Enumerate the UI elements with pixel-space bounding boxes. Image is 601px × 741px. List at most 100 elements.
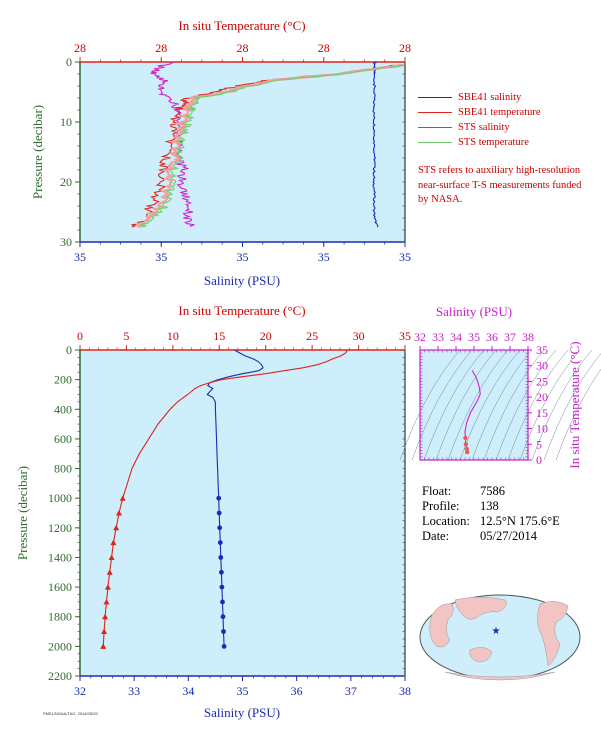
float-location-marker: ★ [492,626,501,637]
legend-item-sts-salinity: STS salinity [418,120,541,135]
info-profile-row: Profile: 138 [422,499,560,514]
salinity-point-marker [219,569,224,575]
bottom-sal-tick-label: 32 [74,684,86,698]
legend-item-sts-temperature: STS temperature [418,135,541,150]
ts-density-contours [399,349,601,461]
temperature-point-marker [116,510,122,516]
density-contour-line [495,349,557,461]
density-contour-line [435,349,497,461]
legend-swatch [418,112,452,113]
salinity-point-marker [219,584,225,590]
sts-temperature-shadow-line [136,63,401,229]
bottom-temp-tick-label: 25 [306,329,318,343]
bottom-line-temperature [102,349,348,647]
bottom-pressure-tick-label: 200 [54,373,72,387]
top-pressure-axis-title: Pressure (decibar) [30,105,45,199]
density-contour-line [507,349,569,461]
info-label: Profile: [422,499,460,513]
info-value: 05/27/2014 [480,529,537,543]
density-contour-line [543,353,601,461]
bottom-pressure-tick-label: 1000 [48,491,72,505]
density-contour-line [483,349,545,461]
info-float-row: Float: 7586 [422,484,560,499]
ts-plot-area [419,349,529,461]
salinity-point-marker [216,510,222,516]
salinity-point-marker [218,555,224,560]
salinity-point-marker [220,599,225,605]
bottom-sal-tick-label: 38 [399,684,411,698]
salinity-point-marker [217,525,223,531]
density-contour-line [555,368,601,461]
bottom-temp-axis-title: In situ Temperature (°C) [178,303,305,318]
info-value: 138 [480,499,499,513]
bottom-pressure-tick-label: 1400 [48,550,72,564]
bottom-temp-tick-label: 0 [77,329,83,343]
temperature-point-marker [102,613,109,620]
ts-series [463,370,481,455]
top-pressure-tick-label: 30 [60,235,72,249]
legend-label: STS temperature [458,137,529,148]
info-location-row: Location: 12.5°N 175.6°E [422,514,560,529]
bottom-sal-tick-label: 35 [237,684,249,698]
top-pressure-tick-label: 0 [66,55,72,69]
bottom-pressure-tick-label: 600 [54,432,72,446]
info-label: Location: [422,514,470,528]
bottom-pressure-tick-label: 2000 [48,639,72,653]
legend-swatch [418,97,452,98]
bottom-temp-tick-label: 15 [213,329,225,343]
temperature-point-marker [110,539,117,546]
bottom-temp-tick-label: 10 [167,329,179,343]
temperature-point-marker [119,495,126,501]
temperature-point-marker [104,584,111,590]
top-sal-tick-label: 35 [155,250,167,264]
info-value: 12.5°N 175.6°E [480,514,560,528]
bottom-sal-tick-label: 36 [291,684,303,698]
salinity-point-marker [217,540,223,545]
ts-temp-tick-label: 25 [536,374,548,388]
ts-sal-tick-label: 32 [414,330,426,344]
temperature-point-marker [106,569,113,575]
temperature-point-marker [108,554,115,560]
legend-label: STS salinity [458,122,510,133]
bottom-panel: 0 5 10 15 20 25 30 35 32 33 34 35 36 37 38 0 200 400 600 80… [15,303,411,720]
top-ticks: 28 35 28 35 28 35 28 35 28 35 0 10 20 30 [60,41,411,264]
ts-temp-tick-label: 15 [536,406,548,420]
top-temp-tick-label: 28 [74,41,86,55]
top-pressure-tick-label: 10 [60,115,72,129]
bottom-pressure-tick-label: 2200 [48,669,72,683]
bottom-pressure-tick-label: 0 [66,343,72,357]
info-value: 7586 [480,484,505,498]
info-date-row: Date: 05/27/2014 [422,529,560,544]
top-sal-tick-label: 35 [237,250,249,264]
top-pressure-tick-label: 20 [60,175,72,189]
ts-temp-tick-label: 30 [536,359,548,373]
bottom-pressure-axis-title: Pressure (decibar) [15,466,30,560]
ts-temp-tick-label: 5 [536,437,542,451]
top-series-line-sbe41-salinity [372,61,379,228]
top-sal-tick-label: 35 [318,250,330,264]
bottom-sal-tick-label: 37 [345,684,357,698]
salinity-point-marker [220,614,226,620]
bottom-ticks: 0 5 10 15 20 25 30 35 32 33 34 35 36 37 38 0 200 400 600 80… [48,329,411,698]
top-plot-area [79,61,406,243]
bottom-temp-tick-label: 20 [260,329,272,343]
bottom-series [100,349,348,649]
top-temp-tick-label: 28 [155,41,167,55]
ts-temp-tick-label: 20 [536,390,548,404]
ts-sal-tick-label: 38 [522,330,534,344]
map-land-africa [429,603,454,648]
top-sal-axis-title: Salinity (PSU) [204,273,280,288]
legend-swatch [418,127,452,128]
temperature-point-marker [103,598,110,605]
legend-item-sbe41-salinity: SBE41 salinity [418,90,541,105]
density-contour-line [447,349,509,461]
bottom-pressure-tick-label: 1200 [48,521,72,535]
ts-sal-tick-label: 37 [504,330,516,344]
map-land-antarctica [444,671,556,681]
density-contour-line [519,349,581,461]
ts-temp-tick-label: 35 [536,343,548,357]
info-label: Date: [422,529,450,543]
